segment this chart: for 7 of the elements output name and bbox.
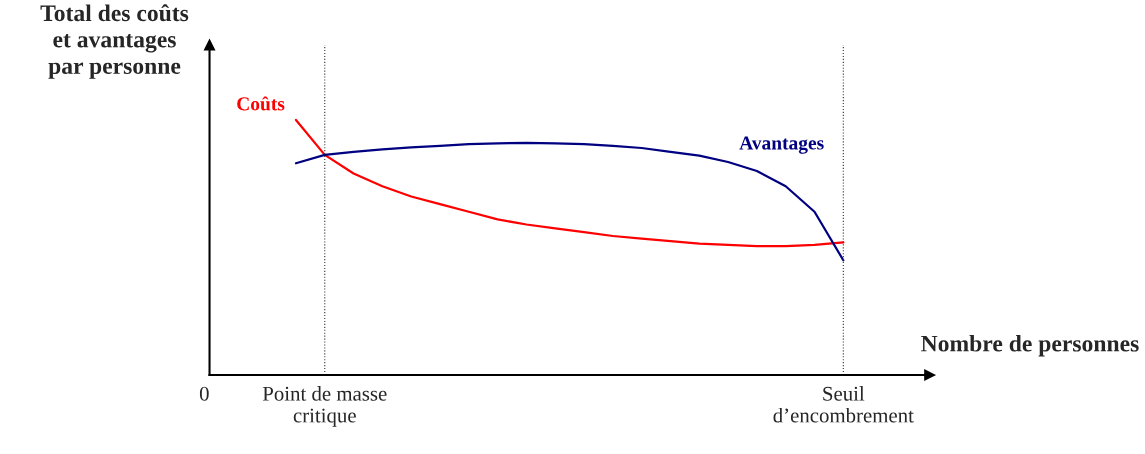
x-tick-label: 0 [199,386,209,401]
x-tick-label: Point de masse critique [262,386,387,427]
x-tick-label: Seuil d’encombrement [773,386,914,423]
series-label: Coûts [237,96,285,111]
y-axis-title: Total des coûts et avantages par personne [40,4,189,79]
series-label: Avantages [739,136,824,154]
x-axis-title: Nombre de personnes [921,334,1139,357]
